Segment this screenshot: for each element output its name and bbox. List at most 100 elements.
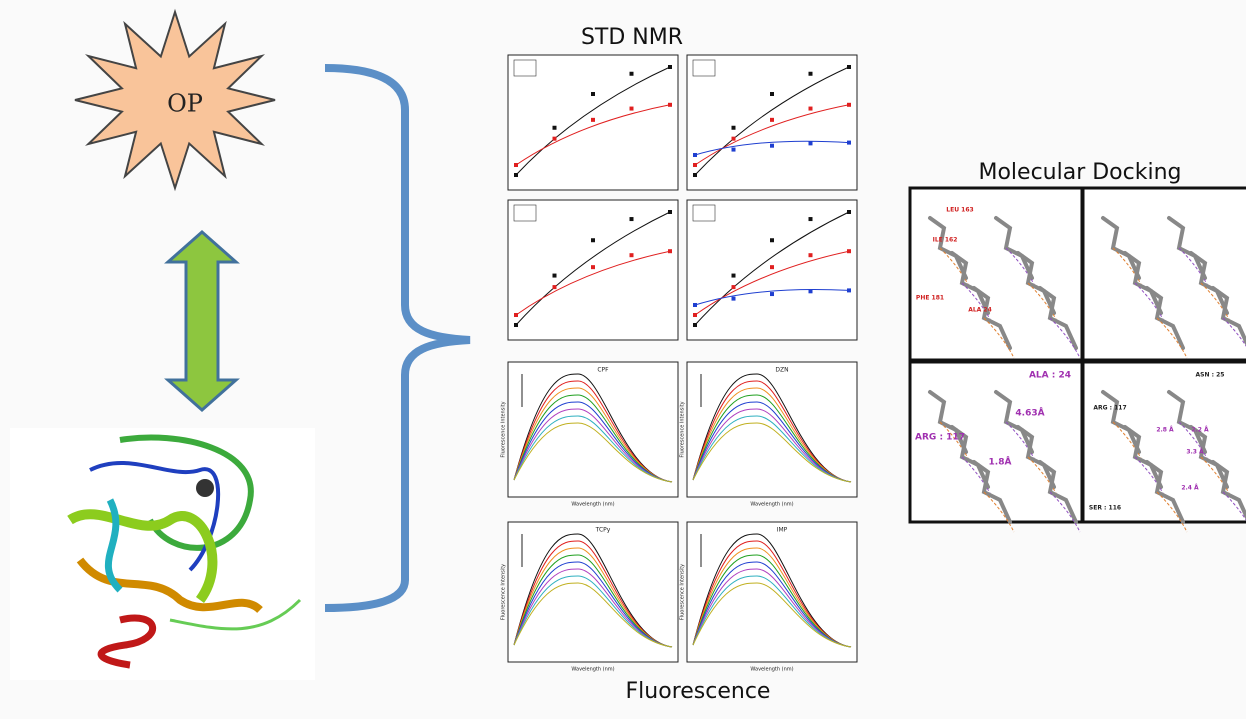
point bbox=[552, 273, 557, 278]
point bbox=[514, 313, 518, 317]
plot-frame bbox=[686, 54, 858, 191]
emission-curve bbox=[692, 408, 852, 483]
docking-label: 2.4 Å bbox=[1181, 485, 1199, 492]
ion bbox=[196, 479, 214, 497]
point bbox=[770, 143, 774, 148]
emission-curve bbox=[692, 547, 852, 648]
point bbox=[731, 125, 736, 130]
emission-curve bbox=[513, 422, 673, 483]
point bbox=[514, 163, 518, 167]
point bbox=[731, 273, 736, 278]
emission-curve bbox=[513, 540, 673, 648]
plot-frame bbox=[686, 199, 858, 341]
point bbox=[591, 92, 595, 96]
x-axis-label: Wavelength (nm) bbox=[750, 502, 793, 508]
docking-label: ARG : 117 bbox=[915, 433, 965, 443]
emission-curve bbox=[513, 401, 673, 483]
point bbox=[693, 303, 697, 307]
emission-curve bbox=[692, 533, 852, 648]
docking-frame bbox=[908, 186, 1084, 362]
docking-label: PHE 181 bbox=[916, 295, 944, 302]
ribbon bbox=[105, 498, 123, 593]
point bbox=[847, 140, 851, 145]
x-axis-label: Wavelength (nm) bbox=[571, 667, 614, 673]
docking-label: ASN : 25 bbox=[1196, 372, 1225, 379]
point bbox=[668, 249, 672, 254]
emission-curve bbox=[513, 554, 673, 648]
point bbox=[731, 296, 736, 301]
plot-panels: CPF Wavelength (nm) Fluorescence Intensity… bbox=[501, 54, 858, 673]
panel-title: CPF bbox=[597, 367, 609, 374]
docking-label: 2.2 Å bbox=[1191, 427, 1209, 434]
protein-frame bbox=[10, 428, 315, 680]
fit-curve bbox=[694, 211, 850, 326]
fit-curve bbox=[694, 140, 850, 156]
point bbox=[847, 65, 851, 69]
h-bond bbox=[983, 491, 1015, 533]
emission-curve bbox=[513, 408, 673, 483]
op-starburst bbox=[74, 8, 276, 192]
point bbox=[808, 106, 813, 111]
point bbox=[693, 323, 697, 327]
docking-title: Molecular Docking bbox=[978, 160, 1181, 185]
h-bond bbox=[1156, 317, 1188, 359]
point bbox=[693, 313, 697, 317]
protein-structure bbox=[10, 428, 315, 680]
y-axis-label: Fluorescence Intensity bbox=[680, 564, 686, 620]
point bbox=[668, 65, 672, 69]
point bbox=[808, 253, 813, 258]
helix bbox=[97, 614, 157, 669]
point bbox=[808, 71, 813, 76]
emission-curve bbox=[692, 415, 852, 483]
point bbox=[770, 117, 774, 122]
point bbox=[514, 173, 518, 177]
x-axis-label: Wavelength (nm) bbox=[571, 502, 614, 508]
std-nmr-title: STD NMR bbox=[581, 25, 683, 50]
emission-curve bbox=[513, 582, 673, 648]
docking-label: ALA : 24 bbox=[1029, 371, 1071, 381]
point bbox=[808, 141, 813, 146]
op-label: OP bbox=[167, 90, 203, 118]
docking-label: LEU 163 bbox=[946, 207, 973, 214]
point bbox=[591, 238, 595, 243]
emission-curve bbox=[692, 422, 852, 483]
docking-label: ILE 162 bbox=[933, 237, 958, 244]
legend-box bbox=[692, 59, 716, 77]
emission-curve bbox=[692, 582, 852, 648]
ribbon bbox=[119, 434, 254, 551]
point bbox=[668, 210, 672, 214]
point bbox=[514, 323, 518, 327]
emission-curve bbox=[692, 554, 852, 648]
fit-curve bbox=[515, 250, 671, 316]
point bbox=[847, 102, 851, 107]
point bbox=[591, 117, 595, 122]
emission-curve bbox=[692, 394, 852, 483]
fit-curve bbox=[515, 104, 671, 166]
h-bond bbox=[1049, 317, 1081, 359]
point bbox=[770, 265, 774, 270]
point bbox=[731, 136, 736, 141]
ribbon bbox=[76, 557, 263, 614]
emission-curve bbox=[692, 380, 852, 483]
docking-label: 4.63Å bbox=[1015, 408, 1044, 419]
h-bond bbox=[1222, 491, 1246, 521]
emission-curve bbox=[513, 575, 673, 648]
point bbox=[808, 217, 813, 222]
point bbox=[731, 147, 736, 152]
fit-curve bbox=[515, 66, 671, 176]
docking-label: 2.8 Å bbox=[1156, 427, 1174, 434]
emission-curve bbox=[692, 575, 852, 648]
legend-box bbox=[513, 204, 537, 222]
point bbox=[591, 265, 595, 270]
emission-curve bbox=[513, 387, 673, 483]
point bbox=[552, 136, 557, 141]
emission-curve bbox=[513, 415, 673, 483]
brace bbox=[324, 64, 471, 612]
point bbox=[629, 106, 634, 111]
point bbox=[629, 71, 634, 76]
fluorescence-title: Fluorescence bbox=[626, 679, 771, 704]
legend-box bbox=[513, 59, 537, 77]
point bbox=[770, 238, 774, 243]
docking-label: ARG : 117 bbox=[1093, 405, 1126, 412]
